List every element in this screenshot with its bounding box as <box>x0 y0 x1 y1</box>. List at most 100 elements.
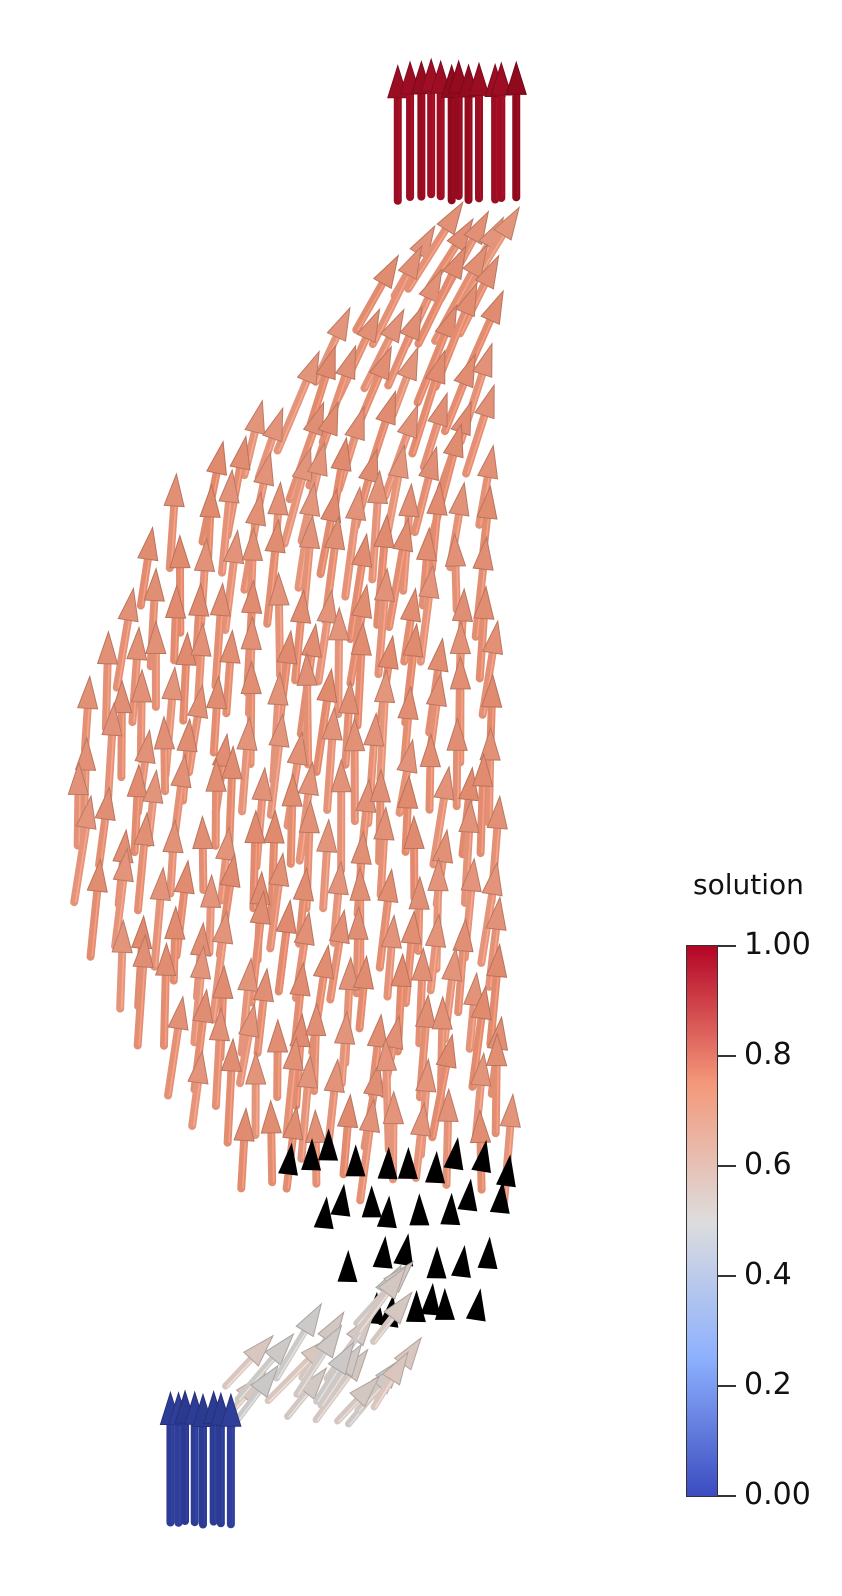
arrow-glyph <box>209 581 232 690</box>
arrow-glyph <box>410 445 439 537</box>
arrow-glyph <box>479 726 501 827</box>
arrow-glyph <box>400 909 422 1008</box>
arrow-glyph <box>343 717 366 826</box>
arrow-glyph <box>419 391 448 472</box>
arrow-glyph <box>368 244 423 349</box>
arrow-glyph <box>70 794 97 907</box>
arrow-glyph <box>485 942 508 1049</box>
arrow-glyph <box>352 954 375 1033</box>
arrow-glyph <box>205 674 228 757</box>
arrow-glyph <box>222 1334 275 1390</box>
arrow-glyph <box>496 1154 516 1188</box>
arrow-glyph <box>233 1106 255 1193</box>
arrow-glyph <box>477 1236 498 1270</box>
arrow-glyph <box>94 785 116 870</box>
arrow-glyph <box>164 995 189 1100</box>
arrow-glyph <box>356 1097 381 1205</box>
arrow-glyph <box>463 971 485 1053</box>
arrow-glyph <box>429 765 455 869</box>
arrow-glyph <box>375 867 399 972</box>
arrow-glyph <box>313 1340 355 1405</box>
arrow-glyph <box>505 60 527 202</box>
arrow-glyph <box>289 588 312 685</box>
arrow-glyph <box>428 1033 457 1142</box>
arrow-glyph <box>337 679 360 769</box>
arrow-glyph <box>318 1128 339 1161</box>
arrow-glyph <box>471 1139 492 1174</box>
arrow-glyph <box>313 1196 334 1230</box>
arrow-glyph <box>208 1006 231 1110</box>
arrow-glyph <box>440 352 476 436</box>
arrow-glyph <box>419 732 442 814</box>
arrow-glyph <box>489 1180 510 1214</box>
legend-tick-label: 0.4 <box>744 1257 792 1292</box>
arrow-glyph <box>409 1193 430 1226</box>
arrow-glyph <box>426 1246 447 1279</box>
legend-tick-label: 1.00 <box>744 927 811 962</box>
arrow-glyph <box>266 712 290 820</box>
arrow-glyph <box>296 651 318 769</box>
arrow-glyph <box>192 814 214 895</box>
arrow-glyph <box>263 518 286 628</box>
arrow-glyph <box>355 1266 407 1336</box>
arrow-glyph <box>405 1289 426 1323</box>
arrow-glyph <box>373 805 395 900</box>
arrow-glyph <box>451 1244 471 1278</box>
arrow-glyph <box>361 1185 382 1218</box>
arrow-glyph <box>234 1332 295 1403</box>
arrow-glyph <box>293 1324 343 1398</box>
arrow-glyph <box>96 630 119 733</box>
arrow-glyph <box>457 1178 478 1212</box>
arrow-glyph <box>133 811 155 915</box>
arrow-glyph <box>162 818 184 898</box>
arrow-glyph <box>414 244 467 348</box>
arrow-glyph <box>440 1192 461 1226</box>
arrow-glyph <box>218 468 240 577</box>
legend-tick-label: 0.6 <box>744 1147 792 1182</box>
arrow-glyph <box>274 898 297 996</box>
arrow-glyph <box>337 1249 358 1283</box>
arrow-glyph <box>111 918 133 1013</box>
arrow-glyph <box>485 1031 508 1138</box>
legend-tick-label: 0.8 <box>744 1037 792 1072</box>
arrow-glyph <box>326 908 350 1004</box>
arrow-glyph <box>443 1137 464 1171</box>
arrow-glyph <box>282 1035 304 1139</box>
arrow-glyph <box>266 1018 289 1102</box>
arrow-glyph <box>260 1099 282 1187</box>
arrow-glyph <box>465 1288 486 1322</box>
arrow-glyph <box>385 516 414 632</box>
arrow-glyph <box>316 818 338 913</box>
arrow-glyph <box>149 866 171 971</box>
arrow-glyph <box>377 1146 398 1180</box>
arrow-glyph <box>281 772 303 868</box>
arrow-glyph <box>273 349 320 455</box>
arrow-glyph <box>86 857 108 961</box>
arrow-glyph <box>235 1002 260 1088</box>
arrow-glyph <box>468 61 490 203</box>
arrow-glyph <box>420 1282 441 1316</box>
arrow-glyph <box>408 348 446 458</box>
arrow-glyph <box>221 528 245 634</box>
arrow-glyph <box>163 472 185 573</box>
arrow-glyph <box>136 525 159 610</box>
arrow-glyph <box>424 912 447 995</box>
arrow-glyph <box>444 532 467 614</box>
arrow-glyph <box>112 586 139 692</box>
arrow-glyph <box>301 1138 322 1171</box>
arrow-glyph <box>334 1375 381 1425</box>
arrow-glyph <box>437 1087 459 1189</box>
arrow-glyph <box>273 1302 323 1382</box>
arrow-glyph <box>284 1366 328 1420</box>
arrow-glyph <box>155 941 177 1050</box>
arrow-glyph <box>333 1009 356 1088</box>
arrow-glyph <box>245 1050 267 1140</box>
arrow-glyph <box>111 678 133 782</box>
arrow-glyph <box>490 61 512 203</box>
arrow-glyph <box>296 1053 319 1163</box>
arrow-glyph <box>472 752 494 858</box>
arrow-glyph <box>219 628 241 718</box>
arrow-glyph <box>266 851 290 953</box>
arrow-glyph <box>153 715 176 796</box>
arrow-glyph <box>175 631 197 725</box>
